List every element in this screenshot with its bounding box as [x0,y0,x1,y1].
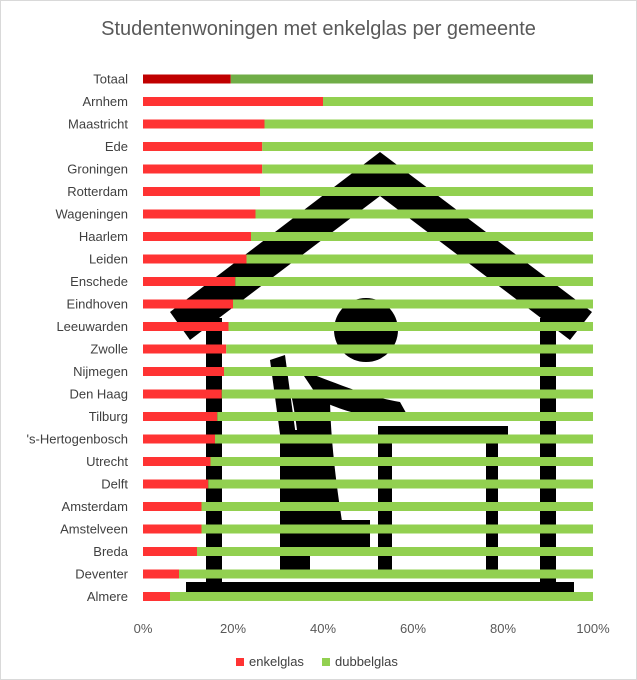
bar-enkelglas [143,187,260,196]
bar-enkelglas [143,277,236,286]
bar-dubbelglas [264,119,593,129]
category-label: Maastricht [68,117,128,132]
category-label: Amstelveen [60,522,128,537]
category-label: Enschede [70,274,128,289]
legend-label-enkelglas: enkelglas [249,654,304,669]
bar-enkelglas [143,502,202,511]
category-label: Nijmegen [73,364,128,379]
category-label: Zwolle [90,342,128,357]
bar-dubbelglas [217,412,593,421]
bar-enkelglas [143,232,251,241]
bar-enkelglas [143,524,202,534]
bar-enkelglas [143,209,256,219]
bar-enkelglas [143,74,231,84]
category-label: Deventer [75,567,128,582]
bar-enkelglas [143,479,209,489]
legend-swatch-enkelglas [236,658,244,666]
category-label: Wageningen [55,207,128,222]
bar-enkelglas [143,367,224,376]
x-tick-label: 40% [310,621,336,636]
bar-dubbelglas [235,277,593,286]
bar-dubbelglas [230,74,593,84]
bar-enkelglas [143,322,229,331]
x-tick-label: 60% [400,621,426,636]
bar-enkelglas [143,389,222,399]
bar-dubbelglas [201,502,593,511]
bar-dubbelglas [262,164,593,174]
bar-dubbelglas [228,322,593,331]
bar-dubbelglas [255,209,593,219]
category-label: Amsterdam [62,499,128,514]
category-label: Den Haag [69,387,128,402]
category-label: Almere [87,589,128,604]
bar-enkelglas [143,592,170,601]
bar-enkelglas [143,97,323,106]
bar-enkelglas [143,547,197,556]
bar-dubbelglas [221,389,593,399]
bar-dubbelglas [170,592,593,601]
category-label: Rotterdam [67,184,128,199]
bar-dubbelglas [179,569,593,579]
x-tick-label: 100% [576,621,610,636]
bar-dubbelglas [215,434,593,444]
bar-enkelglas [143,164,263,174]
bar-dubbelglas [246,254,593,264]
bar-dubbelglas [197,547,593,556]
x-tick-label: 20% [220,621,246,636]
x-tick-label: 80% [490,621,516,636]
category-label: Leiden [89,252,128,267]
category-label: Leeuwarden [56,319,128,334]
category-label: Totaal [93,72,128,87]
bar-enkelglas [143,412,218,421]
bar-enkelglas [143,142,263,151]
bar-dubbelglas [323,97,593,106]
category-label: Tilburg [89,409,128,424]
bar-enkelglas [143,299,233,309]
category-label: Arnhem [82,94,128,109]
category-label: 's-Hertogenbosch [27,432,128,447]
bar-dubbelglas [260,187,593,196]
category-label: Haarlem [79,229,128,244]
category-label: Breda [93,544,128,559]
bar-dubbelglas [262,142,593,151]
bar-dubbelglas [208,479,593,489]
legend-swatch-dubbelglas [322,658,330,666]
category-label: Delft [101,477,128,492]
bar-dubbelglas [224,367,593,376]
bar-dubbelglas [201,524,593,534]
legend: enkelglas dubbelglas [236,654,398,669]
category-label: Eindhoven [67,297,128,312]
chart-title: Studentenwoningen met enkelglas per geme… [101,18,536,40]
bar-enkelglas [143,434,215,444]
category-label: Groningen [67,162,128,177]
category-label: Ede [105,139,128,154]
x-tick-label: 0% [134,621,153,636]
bar-enkelglas [143,344,227,354]
bar-dubbelglas [251,232,593,241]
bar-dubbelglas [210,457,593,466]
bar-enkelglas [143,569,179,579]
bar-enkelglas [143,457,211,466]
bar-dubbelglas [233,299,593,309]
bar-dubbelglas [226,344,593,354]
bar-enkelglas [143,119,265,129]
legend-label-dubbelglas: dubbelglas [335,654,398,669]
category-label: Utrecht [86,454,128,469]
bar-enkelglas [143,254,247,264]
